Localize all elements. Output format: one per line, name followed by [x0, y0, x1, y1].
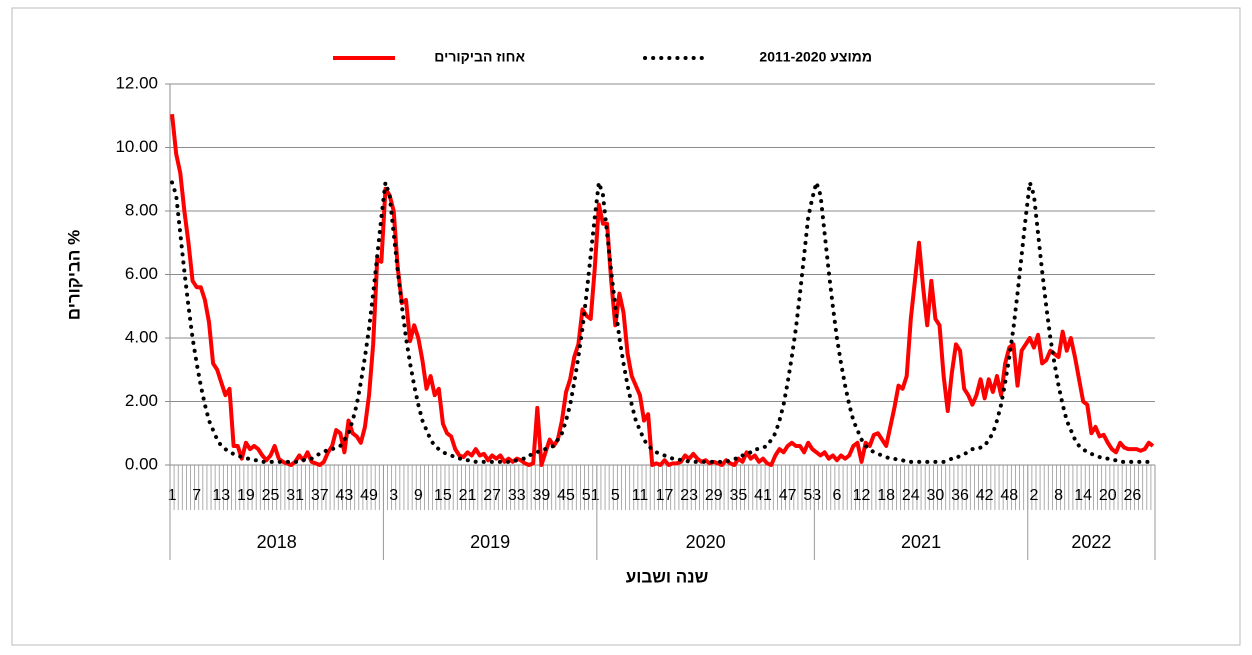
x-tick-label: 5 [611, 487, 620, 504]
y-tick-label: 6.00 [125, 264, 158, 283]
x-group-label: 2018 [257, 532, 297, 552]
series-line [170, 113, 1155, 467]
x-tick-label: 11 [632, 487, 649, 504]
x-group-label: 2020 [686, 532, 726, 552]
x-tick-label: 9 [414, 487, 423, 504]
x-tick-label: 48 [1000, 487, 1018, 504]
x-tick-label: 26 [1124, 487, 1142, 504]
x-tick-label: 15 [434, 487, 452, 504]
x-tick-label: 18 [877, 487, 895, 504]
x-tick-label: 24 [902, 487, 920, 504]
x-tick-label: 53 [803, 487, 821, 504]
x-axis-title: שנה ושבוע [626, 567, 709, 586]
y-tick-label: 12.00 [115, 73, 158, 92]
x-tick-label: 37 [311, 487, 329, 504]
x-tick-label: 39 [533, 487, 551, 504]
x-tick-label: 47 [779, 487, 797, 504]
x-group-label: 2022 [1071, 532, 1111, 552]
x-tick-label: 7 [192, 487, 201, 504]
y-tick-label: 2.00 [125, 391, 158, 410]
x-tick-label: 51 [582, 487, 600, 504]
legend-label: אחוז הביקורים [434, 49, 525, 65]
x-tick-label: 6 [832, 487, 841, 504]
x-tick-label: 3 [389, 487, 398, 504]
x-tick-label: 33 [508, 487, 526, 504]
x-tick-label: 13 [212, 487, 230, 504]
x-tick-label: 36 [951, 487, 969, 504]
x-tick-label: 17 [656, 487, 674, 504]
x-tick-label: 27 [483, 487, 501, 504]
x-tick-label: 19 [237, 487, 255, 504]
x-tick-label: 12 [853, 487, 871, 504]
y-tick-label: 0.00 [125, 454, 158, 473]
legend-label: ממוצע 2011-2020 [759, 49, 872, 65]
x-tick-label: 25 [262, 487, 280, 504]
x-tick-label: 49 [360, 487, 378, 504]
x-group-label: 2019 [470, 532, 510, 552]
x-tick-label: 29 [705, 487, 723, 504]
x-tick-label: 21 [459, 487, 477, 504]
x-tick-label: 2 [1029, 487, 1038, 504]
y-axis-title: % הביקורים [64, 230, 83, 320]
x-tick-label: 8 [1054, 487, 1063, 504]
x-tick-label: 43 [336, 487, 354, 504]
y-tick-label: 4.00 [125, 327, 158, 346]
x-group-label: 2021 [901, 532, 941, 552]
x-tick-label: 30 [927, 487, 945, 504]
y-tick-label: 8.00 [125, 200, 158, 219]
x-tick-label: 45 [557, 487, 575, 504]
x-tick-label: 42 [976, 487, 994, 504]
y-tick-label: 10.00 [115, 137, 158, 156]
x-tick-label: 1 [168, 487, 177, 504]
x-tick-label: 23 [680, 487, 698, 504]
x-tick-label: 14 [1074, 487, 1092, 504]
x-tick-label: 41 [754, 487, 772, 504]
x-tick-label: 31 [286, 487, 304, 504]
x-tick-label: 20 [1099, 487, 1117, 504]
x-tick-label: 35 [730, 487, 748, 504]
